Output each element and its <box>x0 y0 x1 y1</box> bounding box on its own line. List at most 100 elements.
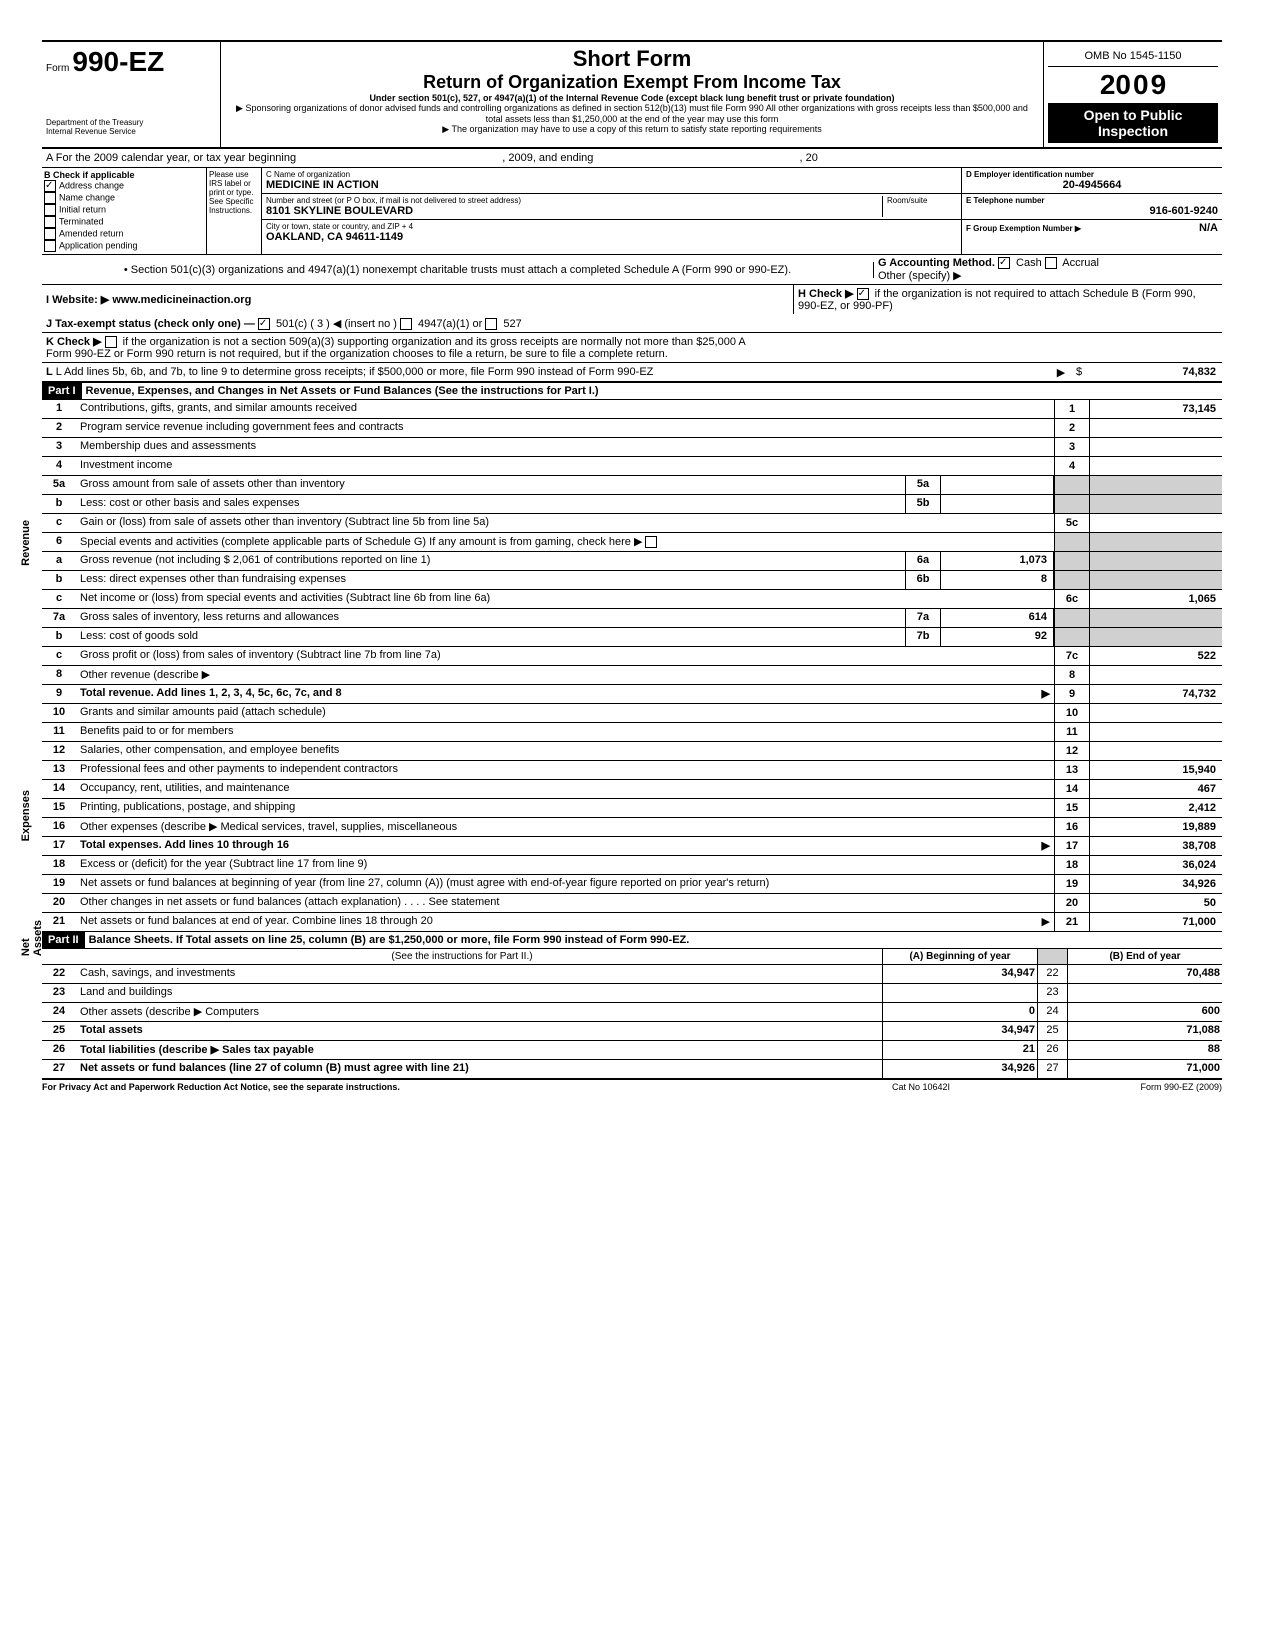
ln8-num: 8 <box>42 666 76 684</box>
ln7a-shade <box>1054 609 1090 627</box>
ln6-text: Special events and activities (complete … <box>80 536 642 548</box>
cb-amended[interactable] <box>44 228 56 240</box>
line-3: 3 Membership dues and assessments 3 <box>42 438 1222 457</box>
section-note-row: • Section 501(c)(3) organizations and 49… <box>42 255 1222 285</box>
ln5a-num: 5a <box>42 476 76 494</box>
ln26-num: 26 <box>42 1041 76 1059</box>
ln15-num: 15 <box>42 799 76 817</box>
ln6a-iv: 1,073 <box>941 552 1054 570</box>
ln22-b: 70,488 <box>1067 965 1222 983</box>
cb-501c[interactable] <box>258 318 270 330</box>
l-arrow: ▶ <box>1046 366 1076 379</box>
side-netassets: Net Assets <box>20 920 44 956</box>
line-a-end: , 20 <box>800 152 818 164</box>
j-501c: 501(c) ( 3 ) ◀ (insert no ) <box>276 318 397 330</box>
group-exemption: N/A <box>1199 222 1218 234</box>
ln7a-shade2 <box>1090 609 1222 627</box>
col-b-checkboxes: B Check if applicable Address change Nam… <box>42 168 207 254</box>
line-10: 10 Grants and similar amounts paid (atta… <box>42 704 1222 723</box>
ln11-desc: Benefits paid to or for members <box>76 723 1054 741</box>
line-7b: b Less: cost of goods sold 7b 92 <box>42 628 1222 647</box>
ln1-num: 1 <box>42 400 76 418</box>
line-6b: b Less: direct expenses other than fundr… <box>42 571 1222 590</box>
ln20-desc: Other changes in net assets or fund bala… <box>76 894 1054 912</box>
ln6a-shade2 <box>1090 552 1222 570</box>
ln5a-desc: Gross amount from sale of assets other t… <box>76 476 905 494</box>
ln16-box: 16 <box>1054 818 1090 836</box>
ln10-box: 10 <box>1054 704 1090 722</box>
ln13-val: 15,940 <box>1090 761 1222 779</box>
ln2-val <box>1090 419 1222 437</box>
open-public-label: Open to Public Inspection <box>1048 103 1218 143</box>
col-a-head: (A) Beginning of year <box>882 949 1037 964</box>
ln2-num: 2 <box>42 419 76 437</box>
lbl-cash: Cash <box>1016 257 1042 269</box>
ln24-num: 24 <box>42 1003 76 1021</box>
ln13-box: 13 <box>1054 761 1090 779</box>
line-6: 6 Special events and activities (complet… <box>42 533 1222 552</box>
c-name-label: C Name of organization <box>266 170 957 179</box>
dept-treasury: Department of the Treasury <box>46 118 216 127</box>
ln16-val: 19,889 <box>1090 818 1222 836</box>
line-a-mid: , 2009, and ending <box>502 152 593 164</box>
ln7b-desc: Less: cost of goods sold <box>76 628 905 646</box>
cb-name-change[interactable] <box>44 192 56 204</box>
ln6b-desc: Less: direct expenses other than fundrai… <box>76 571 905 589</box>
ln3-val <box>1090 438 1222 456</box>
cb-initial-return[interactable] <box>44 204 56 216</box>
line-20: 20 Other changes in net assets or fund b… <box>42 894 1222 913</box>
ln15-val: 2,412 <box>1090 799 1222 817</box>
row-k: K Check ▶ if the organization is not a s… <box>42 333 1222 363</box>
ln20-val: 50 <box>1090 894 1222 912</box>
line-11: 11 Benefits paid to or for members 11 <box>42 723 1222 742</box>
cb-accrual[interactable] <box>1045 257 1057 269</box>
i-label: I Website: ▶ <box>46 294 109 306</box>
ln21-desc: Net assets or fund balances at end of ye… <box>76 913 1054 931</box>
ein: 20-4945664 <box>966 179 1218 191</box>
h-label: H Check ▶ <box>798 288 854 300</box>
ln18-box: 18 <box>1054 856 1090 874</box>
ln5a-shade <box>1054 476 1090 494</box>
cb-no-schedule-b[interactable] <box>857 288 869 300</box>
ln6-desc: Special events and activities (complete … <box>76 533 1054 551</box>
cb-address-change[interactable] <box>44 180 56 192</box>
cb-pending[interactable] <box>44 240 56 252</box>
ln12-desc: Salaries, other compensation, and employ… <box>76 742 1054 760</box>
ln17-num: 17 <box>42 837 76 855</box>
cb-527[interactable] <box>485 318 497 330</box>
ln19-box: 19 <box>1054 875 1090 893</box>
ln11-box: 11 <box>1054 723 1090 741</box>
cb-4947[interactable] <box>400 318 412 330</box>
b-label: B Check if applicable <box>44 170 204 180</box>
ln26-bn: 26 <box>1037 1041 1067 1059</box>
cb-k[interactable] <box>105 336 117 348</box>
cb-gaming[interactable] <box>645 536 657 548</box>
ln24-b: 600 <box>1067 1003 1222 1021</box>
line-22: 22 Cash, savings, and investments 34,947… <box>42 965 1222 984</box>
ln12-val <box>1090 742 1222 760</box>
lbl-name-change: Name change <box>59 192 115 202</box>
ln7c-desc: Gross profit or (loss) from sales of inv… <box>76 647 1054 665</box>
j-527: 527 <box>503 318 521 330</box>
ln23-num: 23 <box>42 984 76 1002</box>
line-4: 4 Investment income 4 <box>42 457 1222 476</box>
ln24-a: 0 <box>882 1003 1037 1021</box>
ln20-box: 20 <box>1054 894 1090 912</box>
line-18: 18 Excess or (deficit) for the year (Sub… <box>42 856 1222 875</box>
line-15: 15 Printing, publications, postage, and … <box>42 799 1222 818</box>
cb-cash[interactable] <box>998 257 1010 269</box>
ln8-desc: Other revenue (describe ▶ <box>76 666 1054 684</box>
ln6c-box: 6c <box>1054 590 1090 608</box>
cb-terminated[interactable] <box>44 216 56 228</box>
line-24: 24 Other assets (describe ▶ Computers 0 … <box>42 1003 1222 1022</box>
line-5a: 5a Gross amount from sale of assets othe… <box>42 476 1222 495</box>
ln24-desc: Other assets (describe ▶ Computers <box>76 1003 882 1021</box>
org-name: MEDICINE IN ACTION <box>266 179 957 191</box>
ln22-num: 22 <box>42 965 76 983</box>
line-a: A For the 2009 calendar year, or tax yea… <box>42 149 1222 168</box>
ln19-num: 19 <box>42 875 76 893</box>
line-16: 16 Other expenses (describe ▶ Medical se… <box>42 818 1222 837</box>
ln19-val: 34,926 <box>1090 875 1222 893</box>
part2-cols: (See the instructions for Part II.) (A) … <box>42 949 1222 965</box>
line-6a: a Gross revenue (not including $ 2,061 o… <box>42 552 1222 571</box>
